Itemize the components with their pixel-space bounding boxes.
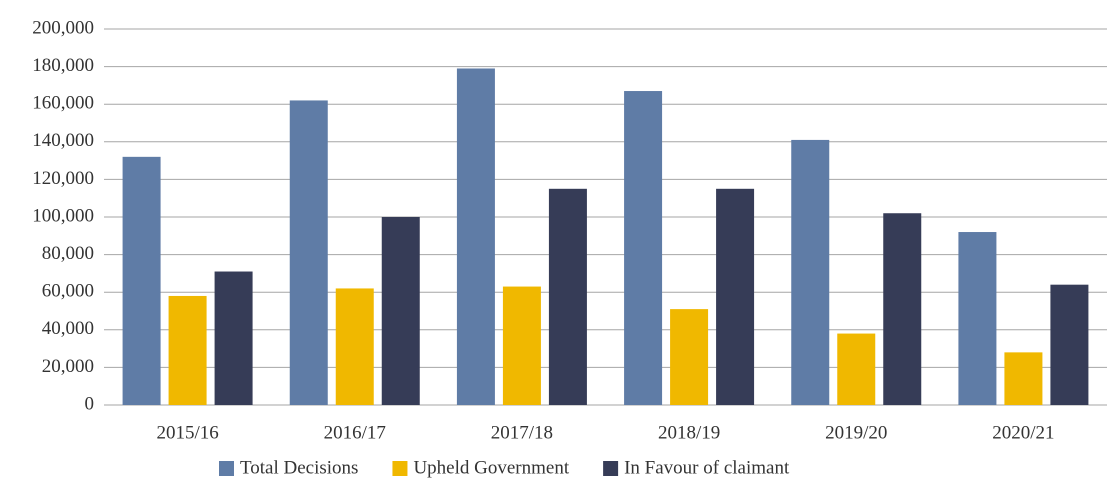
bar bbox=[214, 271, 253, 405]
bar bbox=[624, 91, 663, 405]
bar bbox=[883, 213, 922, 405]
x-tick-label: 2017/18 bbox=[491, 422, 553, 443]
bar bbox=[958, 232, 997, 405]
bar bbox=[168, 295, 207, 405]
y-tick-label: 20,000 bbox=[42, 356, 94, 377]
bar bbox=[381, 217, 420, 405]
x-tick-label: 2016/17 bbox=[324, 422, 386, 443]
y-tick-label: 40,000 bbox=[42, 318, 94, 339]
y-tick-label: 120,000 bbox=[32, 168, 94, 189]
x-tick-label: 2015/16 bbox=[156, 422, 218, 443]
bar bbox=[1004, 352, 1043, 405]
y-tick-label: 80,000 bbox=[42, 243, 94, 264]
bar bbox=[335, 288, 374, 405]
bar bbox=[502, 286, 541, 405]
legend-swatch bbox=[219, 461, 234, 476]
y-tick-label: 200,000 bbox=[32, 17, 94, 38]
legend-swatch bbox=[603, 461, 619, 476]
legend-label: Total Decisions bbox=[240, 457, 358, 478]
bar bbox=[670, 309, 709, 405]
y-tick-label: 180,000 bbox=[32, 55, 94, 76]
legend-label: Upheld Government bbox=[413, 457, 569, 478]
bar bbox=[1050, 284, 1089, 405]
y-tick-label: 160,000 bbox=[32, 93, 94, 114]
bar bbox=[456, 68, 495, 405]
bar bbox=[791, 139, 830, 406]
legend-label: In Favour of claimant bbox=[624, 457, 790, 478]
x-tick-label: 2020/21 bbox=[992, 422, 1054, 443]
x-tick-label: 2018/19 bbox=[658, 422, 720, 443]
y-tick-label: 100,000 bbox=[32, 205, 94, 226]
legend-swatch bbox=[392, 461, 408, 476]
bar bbox=[716, 188, 755, 405]
bar bbox=[122, 156, 161, 405]
bar bbox=[548, 188, 587, 405]
bar bbox=[837, 333, 876, 405]
y-tick-label: 140,000 bbox=[32, 130, 94, 151]
y-tick-label: 60,000 bbox=[42, 281, 94, 302]
x-tick-label: 2019/20 bbox=[825, 422, 887, 443]
bar bbox=[289, 100, 328, 405]
y-tick-label: 0 bbox=[85, 393, 95, 414]
